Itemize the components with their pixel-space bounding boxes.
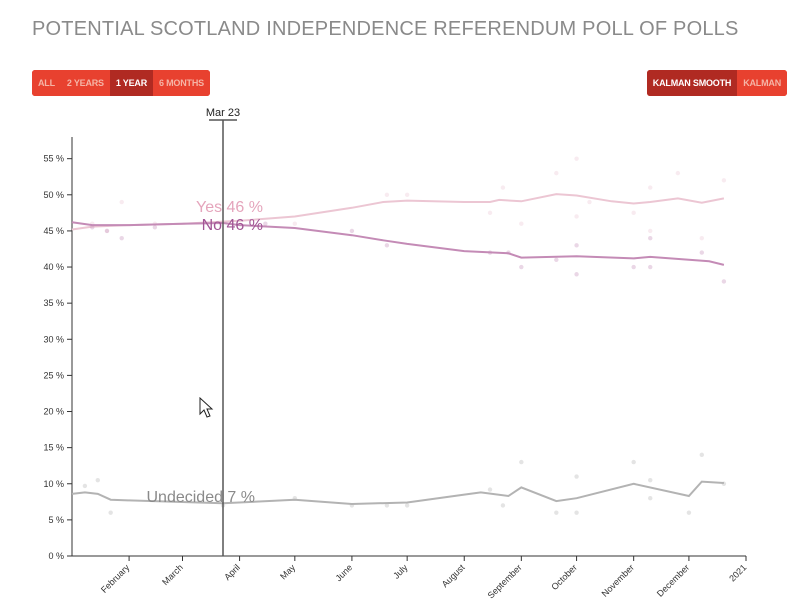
yes-poll-point — [104, 228, 110, 234]
yes-poll-point — [487, 210, 493, 216]
y-tick-label: 50 % — [43, 190, 64, 200]
undecided-poll-point — [631, 459, 636, 465]
undecided-poll-point — [384, 503, 390, 508]
yes-poll-point — [648, 185, 653, 190]
undecided-value-label: Undecided 7 % — [146, 489, 255, 506]
x-tick-label: August — [440, 562, 467, 589]
undecided-poll-point — [500, 503, 506, 508]
yes-poll-point — [519, 221, 524, 226]
no-poll-point — [104, 228, 110, 234]
x-tick-label: February — [99, 562, 132, 595]
yes-poll-point — [648, 228, 653, 234]
yes-poll-point — [292, 221, 298, 226]
undecided-trend-line — [71, 480, 724, 506]
yes-poll-point — [631, 210, 636, 216]
range-6-months-button[interactable]: 6 MONTHS — [153, 70, 210, 96]
no-poll-point — [648, 235, 653, 241]
no-poll-point — [631, 264, 636, 270]
time-range-selector: ALL 2 YEARS 1 YEAR 6 MONTHS — [32, 70, 210, 96]
y-tick-label: 25 % — [43, 370, 64, 380]
yes-value-label: Yes 46 % — [196, 199, 263, 216]
undecided-poll-point — [574, 474, 579, 479]
no-poll-point — [119, 235, 124, 241]
undecided-poll-point — [95, 477, 100, 483]
undecided-poll-point — [699, 452, 705, 458]
undecided-poll-point — [487, 487, 493, 492]
x-tick-label: May — [278, 562, 297, 581]
x-tick-label: June — [333, 562, 354, 583]
smoothing-selector: KALMAN SMOOTH KALMAN — [646, 70, 787, 96]
no-poll-point — [574, 272, 579, 277]
no-poll-point — [574, 243, 579, 248]
x-tick-label: November — [600, 562, 636, 598]
x-tick-label: April — [222, 562, 242, 582]
y-tick-label: 10 % — [43, 479, 64, 489]
yes-poll-point — [404, 192, 410, 197]
undecided-poll-point — [108, 510, 113, 515]
y-tick-label: 45 % — [43, 226, 64, 236]
kalman-button[interactable]: KALMAN — [737, 70, 787, 96]
no-poll-point — [519, 264, 524, 270]
undecided-poll-point — [519, 459, 524, 465]
undecided-poll-point — [404, 503, 410, 508]
yes-poll-point — [574, 214, 579, 219]
no-poll-point — [648, 264, 653, 270]
yes-poll-point — [699, 235, 705, 241]
mouse-pointer-icon — [199, 397, 214, 418]
undecided-poll-point — [648, 477, 653, 483]
chart-title: POTENTIAL SCOTLAND INDEPENDENCE REFEREND… — [32, 18, 739, 40]
no-poll-point — [152, 225, 158, 230]
undecided-poll-point — [554, 510, 559, 515]
yes-poll-point — [587, 199, 592, 205]
date-cursor-label: Mar 23 — [206, 107, 240, 119]
y-tick-label: 55 % — [43, 154, 64, 164]
undecided-poll-point — [686, 510, 692, 515]
y-tick-label: 35 % — [43, 298, 64, 308]
range-all-button[interactable]: ALL — [32, 70, 61, 96]
yes-poll-point — [500, 185, 506, 190]
x-tick-label: 2021 — [727, 562, 748, 583]
x-tick-label: October — [549, 562, 579, 592]
range-1-year-button[interactable]: 1 YEAR — [109, 70, 154, 96]
no-poll-point — [263, 221, 268, 226]
yes-poll-point — [721, 178, 727, 183]
undecided-poll-point — [648, 496, 653, 501]
undecided-poll-point — [574, 510, 579, 515]
x-tick-label: September — [486, 562, 524, 600]
x-tick-label: December — [655, 562, 691, 598]
x-tick-label: March — [160, 562, 185, 587]
y-tick-label: 5 % — [48, 515, 64, 525]
no-poll-point — [699, 250, 705, 255]
kalman-smooth-button[interactable]: KALMAN SMOOTH — [646, 70, 738, 96]
yes-poll-point — [675, 170, 681, 176]
y-tick-label: 30 % — [43, 334, 64, 344]
no-value-label: No 46 % — [202, 217, 263, 234]
y-tick-label: 0 % — [48, 551, 64, 561]
y-tick-label: 20 % — [43, 407, 64, 417]
no-poll-point — [554, 257, 559, 263]
yes-poll-point — [554, 170, 559, 176]
yes-poll-point — [384, 192, 390, 197]
no-trend-line — [71, 221, 725, 266]
no-poll-point — [349, 228, 355, 234]
y-tick-label: 40 % — [43, 262, 64, 272]
x-tick-label: July — [391, 562, 410, 581]
yes-poll-point — [119, 199, 124, 205]
undecided-poll-point — [82, 483, 88, 489]
y-tick-label: 15 % — [43, 443, 64, 453]
no-poll-point — [721, 279, 727, 284]
range-2-years-button[interactable]: 2 YEARS — [60, 70, 110, 96]
no-poll-point — [90, 225, 95, 230]
no-poll-point — [384, 243, 390, 248]
yes-poll-point — [574, 156, 579, 161]
